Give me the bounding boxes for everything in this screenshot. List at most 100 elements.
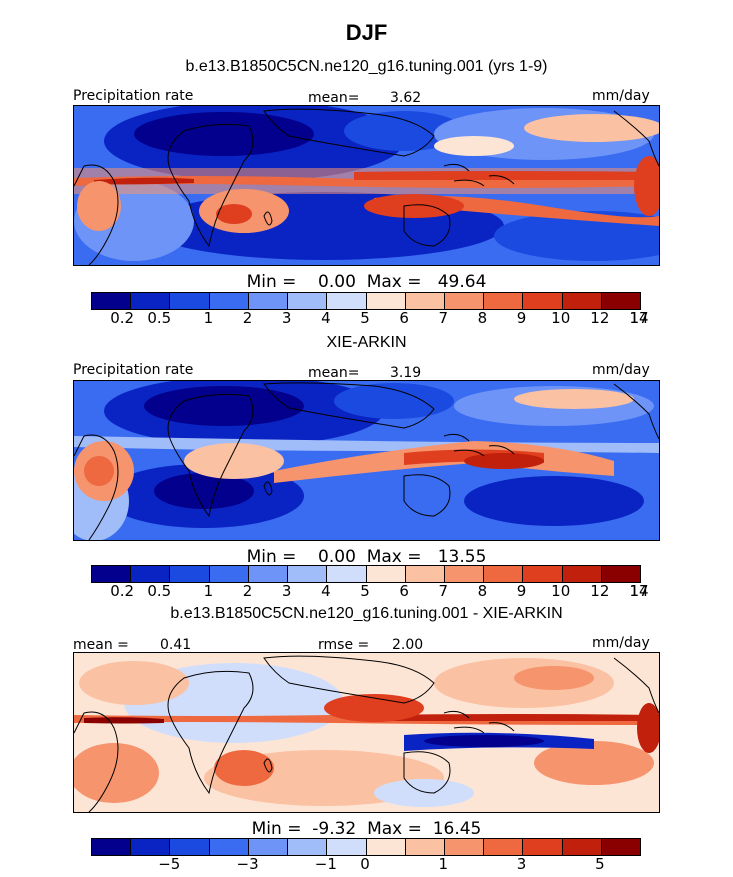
panel2-max-value: 13.55 bbox=[437, 547, 487, 567]
colorbar-cell bbox=[170, 566, 210, 582]
colorbar-cell bbox=[601, 566, 641, 582]
colorbar-cell bbox=[366, 839, 406, 855]
colorbar-cell bbox=[209, 839, 249, 855]
panel1-variable-label: Precipitation rate bbox=[73, 88, 194, 104]
colorbar-tick-label: −5 bbox=[158, 855, 181, 873]
colorbar-cell bbox=[601, 293, 641, 309]
colorbar-cell bbox=[444, 839, 485, 855]
colorbar-tick-label: 5 bbox=[360, 309, 370, 327]
colorbar-tick-label: 6 bbox=[399, 582, 409, 600]
panel2-minmax: Min = 0.00 Max = 13.55 bbox=[0, 547, 733, 567]
colorbar-tick-label: 14 bbox=[629, 309, 649, 327]
colorbar-tick-label: 4 bbox=[321, 309, 331, 327]
panel2-colorbar bbox=[91, 565, 641, 583]
panel3-min-value: -9.32 bbox=[312, 819, 357, 839]
panel2-min-value: 0.00 bbox=[318, 547, 356, 567]
colorbar-cell bbox=[327, 566, 367, 582]
colorbar-tick-label: 17 bbox=[629, 309, 649, 327]
colorbar-tick-label: 10 bbox=[551, 309, 571, 327]
colorbar-tick-label: 7 bbox=[438, 309, 449, 327]
colorbar-cell bbox=[288, 839, 328, 855]
panel3-units: mm/day bbox=[592, 635, 650, 651]
colorbar-tick-label: 8 bbox=[477, 582, 488, 600]
colorbar-cell bbox=[562, 566, 602, 582]
panel3-map-field bbox=[74, 653, 659, 812]
panel1-min-label: Min = bbox=[246, 272, 297, 292]
panel2-min-label: Min = bbox=[246, 547, 297, 567]
colorbar-tick-label: 10 bbox=[551, 582, 571, 600]
colorbar-cell bbox=[327, 839, 367, 855]
panel3-minmax: Min = -9.32 Max = 16.45 bbox=[0, 819, 733, 839]
panel1-mean-value: 3.62 bbox=[390, 90, 422, 106]
colorbar-cell bbox=[288, 293, 328, 309]
colorbar-tick-label: 17 bbox=[629, 582, 649, 600]
colorbar-cell bbox=[562, 293, 602, 309]
colorbar-tick-label: 1 bbox=[203, 309, 214, 327]
colorbar-tick-label: 8 bbox=[477, 309, 488, 327]
colorbar-cell bbox=[92, 293, 132, 309]
colorbar-tick-label: 9 bbox=[516, 582, 527, 600]
panel3-colorbar bbox=[91, 838, 641, 856]
colorbar-tick-label: 7 bbox=[438, 582, 449, 600]
colorbar-tick-label: 6 bbox=[399, 309, 409, 327]
colorbar-tick-label: 12 bbox=[590, 582, 610, 600]
panel2-variable-label: Precipitation rate bbox=[73, 362, 194, 378]
colorbar-cell bbox=[405, 839, 445, 855]
panel1-map-field bbox=[74, 106, 659, 265]
colorbar-tick-label: 14 bbox=[629, 582, 649, 600]
colorbar-cell bbox=[366, 293, 406, 309]
colorbar-cell bbox=[248, 839, 289, 855]
colorbar-tick-label: 5 bbox=[595, 855, 605, 873]
colorbar-tick-label: 3 bbox=[281, 582, 292, 600]
colorbar-cell bbox=[170, 293, 210, 309]
panel2-map bbox=[73, 380, 660, 541]
panel2-mean-label: mean= bbox=[308, 365, 360, 381]
colorbar-tick-label: 0 bbox=[360, 855, 370, 873]
colorbar-tick-label: −3 bbox=[236, 855, 259, 873]
colorbar-cell bbox=[248, 293, 289, 309]
colorbar-cell bbox=[484, 839, 524, 855]
colorbar-cell bbox=[562, 839, 602, 855]
panel2-units: mm/day bbox=[592, 362, 650, 378]
colorbar-cell bbox=[484, 293, 524, 309]
panel3-mean-label: mean = bbox=[73, 637, 129, 653]
colorbar-cell bbox=[366, 566, 406, 582]
colorbar-tick-label: 4 bbox=[321, 582, 331, 600]
colorbar-cell bbox=[131, 293, 171, 309]
colorbar-cell bbox=[327, 293, 367, 309]
panel2-title: XIE-ARKIN bbox=[326, 334, 407, 351]
colorbar-cell bbox=[209, 566, 249, 582]
panel1-title: b.e13.B1850C5CN.ne120_g16.tuning.001 (yr… bbox=[185, 58, 548, 75]
colorbar-cell bbox=[209, 293, 249, 309]
panel2-mean-value: 3.19 bbox=[390, 365, 422, 381]
panel3-map bbox=[73, 652, 660, 813]
colorbar-tick-label: 12 bbox=[590, 309, 610, 327]
colorbar-tick-label: 3 bbox=[281, 309, 292, 327]
colorbar-tick-label: 3 bbox=[516, 855, 527, 873]
panel1-units: mm/day bbox=[592, 88, 650, 104]
panel1-map bbox=[73, 105, 660, 266]
panel1-colorbar bbox=[91, 292, 641, 310]
colorbar-tick-label: 2 bbox=[242, 309, 253, 327]
colorbar-tick-label: −1 bbox=[314, 855, 337, 873]
colorbar-tick-label: 1 bbox=[203, 582, 214, 600]
colorbar-tick-label: 0.5 bbox=[147, 309, 172, 327]
colorbar-cell bbox=[92, 566, 132, 582]
panel1-mean-label: mean= bbox=[308, 90, 360, 106]
colorbar-tick-label: 2 bbox=[242, 582, 253, 600]
colorbar-tick-label: 0.2 bbox=[110, 582, 135, 600]
colorbar-tick-label: 5 bbox=[360, 582, 370, 600]
colorbar-cell bbox=[248, 566, 289, 582]
colorbar-tick-label: 1 bbox=[438, 855, 449, 873]
panel2-map-field bbox=[74, 381, 659, 540]
panel3-mean-value: 0.41 bbox=[160, 637, 192, 653]
panel1-max-label: Max = bbox=[366, 272, 422, 292]
panel1-minmax: Min = 0.00 Max = 49.64 bbox=[0, 272, 733, 292]
panel3-rmse-value: 2.00 bbox=[392, 637, 424, 653]
colorbar-cell bbox=[523, 293, 563, 309]
colorbar-cell bbox=[523, 566, 563, 582]
panel2-max-label: Max = bbox=[366, 547, 422, 567]
colorbar-tick-label: 0.5 bbox=[147, 582, 172, 600]
colorbar-tick-label: 0.2 bbox=[110, 309, 135, 327]
colorbar-cell bbox=[170, 839, 210, 855]
